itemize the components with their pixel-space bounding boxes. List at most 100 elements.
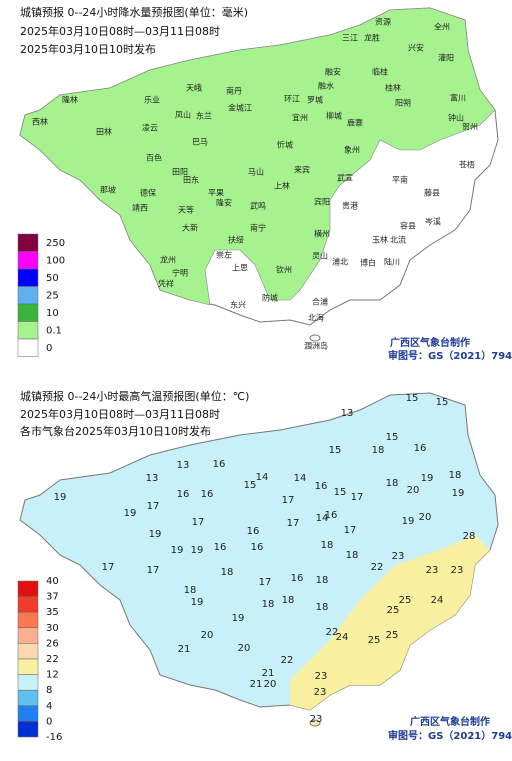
temperature-label: 16 — [247, 526, 260, 537]
temperature-label: 22 — [371, 562, 384, 573]
subtitle: 各市气象台2025年03月10日10时发布 — [20, 424, 211, 438]
legend-label: 40 — [46, 576, 59, 587]
place-label: 全州 — [434, 22, 450, 32]
place-label: 隆安 — [216, 198, 232, 208]
temperature-label: 16 — [291, 573, 304, 584]
subtitle: 2025年03月10日08时—03月11日08时 — [20, 407, 220, 421]
temperature-label: 13 — [146, 473, 159, 484]
place-label: 隆林 — [62, 95, 78, 105]
temperature-label: 18 — [184, 585, 197, 596]
legend-label: 8 — [46, 685, 52, 696]
place-label: 靖西 — [132, 203, 148, 213]
temperature-label: 23 — [314, 687, 327, 698]
temperature-label: 19 — [191, 597, 204, 608]
temperature-label: 16 — [315, 481, 328, 492]
place-label: 上林 — [274, 181, 290, 191]
island — [309, 334, 321, 342]
place-label: 钟山 — [448, 113, 464, 123]
place-label: 扶绥 — [228, 235, 244, 245]
temperature-label: 18 — [262, 599, 275, 610]
temperature-label: 18 — [221, 567, 234, 578]
place-label: 东兴 — [230, 300, 246, 310]
legend-label: -16 — [46, 732, 62, 743]
legend-label: 4 — [46, 701, 52, 712]
place-label: 西林 — [32, 117, 48, 127]
temperature-label: 18 — [282, 595, 295, 606]
place-label: 大新 — [182, 223, 198, 233]
temperature-label: 16 — [213, 459, 226, 470]
temperature-label: 18 — [346, 550, 359, 561]
legend-label: 22 — [46, 654, 59, 665]
title: 城镇预报 0--24小时降水量预报图(单位：毫米) — [20, 5, 248, 19]
temperature-label: 17 — [102, 562, 115, 573]
legend-label: 37 — [46, 592, 59, 603]
map-bottom — [19, 392, 499, 727]
footer: 广西区气象台制作 — [390, 336, 470, 349]
temperature-label: 21 — [250, 679, 263, 690]
place-label: 容县 — [400, 221, 416, 231]
place-label: 凌云 — [142, 123, 158, 133]
place-label: 凤山 — [175, 110, 191, 120]
temperature-label: 14 — [294, 473, 307, 484]
place-label: 灌阳 — [438, 53, 454, 63]
place-label: 浦北 — [332, 257, 348, 267]
place-label: 忻城 — [277, 140, 293, 150]
place-label: 来宾 — [294, 165, 310, 175]
temperature-label: 14 — [256, 472, 269, 483]
temperature-label: 21 — [262, 668, 275, 679]
temperature-label: 17 — [147, 501, 160, 512]
temperature-label: 25 — [387, 605, 400, 616]
place-label: 龙州 — [160, 255, 176, 265]
place-label: 柳城 — [326, 111, 342, 121]
legend-swatch — [17, 611, 39, 629]
place-label: 宜州 — [292, 113, 308, 123]
place-label: 藤县 — [424, 188, 440, 198]
place-label: 宾阳 — [314, 197, 330, 207]
place-label: 天等 — [178, 205, 194, 215]
island — [309, 719, 321, 727]
temperature-label: 22 — [281, 655, 294, 666]
place-label: 灵山 — [312, 251, 328, 261]
place-label: 博白 — [360, 258, 376, 268]
legend-swatch — [17, 321, 39, 340]
temperature-label: 16 — [201, 489, 214, 500]
legend-swatch — [17, 627, 39, 644]
legend-swatch — [17, 251, 39, 270]
place-label: 金城江 — [228, 103, 252, 113]
place-label: 资源 — [375, 17, 391, 27]
temperature-label: 17 — [259, 577, 272, 588]
temperature-label: 16 — [414, 443, 427, 454]
temperature-label: 23 — [451, 565, 464, 576]
temperature-label: 16 — [325, 510, 338, 521]
temperature-label: 15 — [329, 445, 342, 456]
temperature-label: 25 — [368, 635, 381, 646]
legend-label: 25 — [46, 290, 59, 301]
temperature-label: 17 — [344, 525, 357, 536]
place-label: 融水 — [318, 81, 334, 91]
temperature-label: 18 — [316, 602, 329, 613]
place-label: 桂林 — [385, 83, 401, 93]
temperature-label: 23 — [310, 714, 323, 725]
place-label: 北流 — [390, 235, 406, 245]
place-label: 上思 — [232, 264, 248, 273]
place-label: 武宣 — [337, 173, 353, 183]
place-label: 龙胜 — [364, 33, 380, 43]
temperature-label: 13 — [177, 460, 190, 471]
temperature-label: 17 — [192, 517, 205, 528]
warm-area — [290, 535, 490, 710]
temperature-label: 17 — [147, 565, 160, 576]
temperature-label: 19 — [402, 516, 415, 527]
place-label: 德保 — [140, 188, 156, 198]
place-label: 防城 — [262, 293, 278, 303]
legend-label: 0 — [46, 343, 52, 354]
place-label: 南丹 — [226, 86, 242, 96]
place-label: 那坡 — [100, 185, 116, 195]
legend-label: 12 — [46, 670, 59, 681]
place-label: 北海 — [308, 313, 324, 323]
temperature-label: 13 — [341, 408, 354, 419]
place-label: 鹿寨 — [347, 118, 363, 128]
legend-swatch — [17, 233, 39, 252]
place-label: 贺州 — [462, 122, 478, 132]
